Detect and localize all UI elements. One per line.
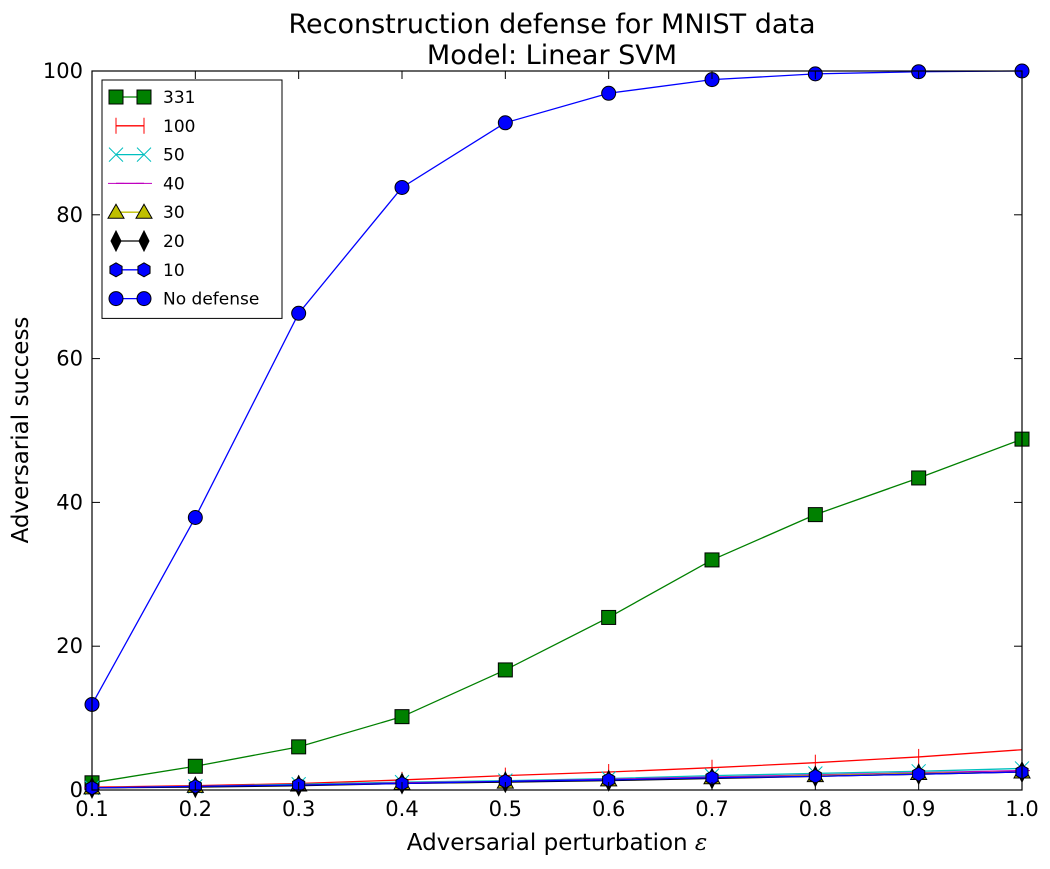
legend-marker-b-20 [138,229,150,253]
chart-title: Reconstruction defense for MNIST data [288,9,815,40]
y-tick-label-3: 60 [56,347,83,371]
legend-label-40: 40 [163,174,185,194]
x-tick-label-5: 0.6 [592,797,625,821]
x-tick-label-8: 0.9 [902,797,935,821]
legend-marker-a-20 [110,229,122,253]
point-331-3 [394,709,410,725]
series-line-10 [91,771,1023,789]
legend-marker-a-50 [108,147,124,162]
legend-entry-no-defense: No defense [108,290,259,310]
legend-entry-40: 40 [108,174,185,194]
legend-entry-100: 100 [115,117,195,137]
legend-marker-a-30 [107,203,125,219]
x-tick-label-0: 0.1 [75,797,108,821]
y-axis-label: Adversarial success [8,317,34,544]
legend-entry-10: 10 [109,261,185,281]
chart-subtitle: Model: Linear SVM [427,40,677,71]
y-tick-label-5: 100 [43,59,83,83]
point-no-defense-2 [291,305,307,321]
plot-frame [91,70,1023,791]
point-331-5 [601,609,617,625]
legend-entry-20: 20 [110,229,185,253]
legend-marker-a-10 [109,262,123,278]
x-tick-label-6: 0.7 [695,797,728,821]
x-tick-label-4: 0.5 [489,797,522,821]
series-line-no-defense [91,70,1023,705]
y-tick-label-0: 0 [70,778,83,802]
legend-marker-a-no-defense [108,291,124,307]
point-331-7 [807,507,823,523]
y-tick-label-4: 80 [56,203,83,227]
x-tick-label-2: 0.3 [282,797,315,821]
point-no-defense-3 [394,179,410,195]
x-tick-label-1: 0.2 [179,797,212,821]
point-331-1 [187,758,203,774]
legend-marker-b-10 [137,262,151,278]
legend-label-50: 50 [163,146,185,166]
legend-label-10: 10 [163,261,185,281]
series-line-100 [91,749,1023,788]
point-no-defense-4 [497,115,513,131]
x-axis-label-text: Adversarial perturbation [407,830,688,856]
legend-label-20: 20 [163,232,185,252]
legend-marker-b-331 [136,89,152,105]
legend-label-no-defense: No defense [163,290,259,310]
series-line-331 [91,438,1023,784]
legend-marker-b-no-defense [136,291,152,307]
y-tick-label-1: 20 [56,634,83,658]
legend-entry-30: 30 [107,203,185,223]
legend-entry-50: 50 [108,146,185,166]
plot-area [83,63,1031,799]
legend-label-100: 100 [163,117,195,137]
point-331-4 [497,662,513,678]
x-tick-label-9: 1.0 [1005,797,1038,821]
x-axis-label: Adversarial perturbation ε [407,830,708,856]
point-331-2 [291,739,307,755]
legend-label-30: 30 [163,203,185,223]
axis-ticks: 0.1 0.2 0.3 0.4 0.5 0.6 0.7 0.8 0.9 1.0 0 20 40 60 80 1… [43,59,1039,821]
x-tick-label-3: 0.4 [385,797,418,821]
point-331-6 [704,552,720,568]
legend-entry-331: 331 [108,88,195,108]
legend-marker-a-331 [108,89,124,105]
legend-box [101,79,283,319]
point-331-8 [911,470,927,486]
point-10-7 [808,768,822,784]
y-tick-label-2: 40 [56,490,83,514]
x-tick-label-7: 0.8 [799,797,832,821]
point-no-defense-1 [187,509,203,525]
x-axis-label-symbol: ε [695,830,707,856]
legend-marker-b-30 [135,203,153,219]
legend: 331 100 50 40 30 20 10 No defense [101,79,283,319]
legend-label-331: 331 [163,88,195,108]
legend-marker-b-50 [136,147,152,162]
point-10-8 [912,766,926,782]
point-no-defense-5 [601,85,617,101]
series-331 [84,431,1030,791]
